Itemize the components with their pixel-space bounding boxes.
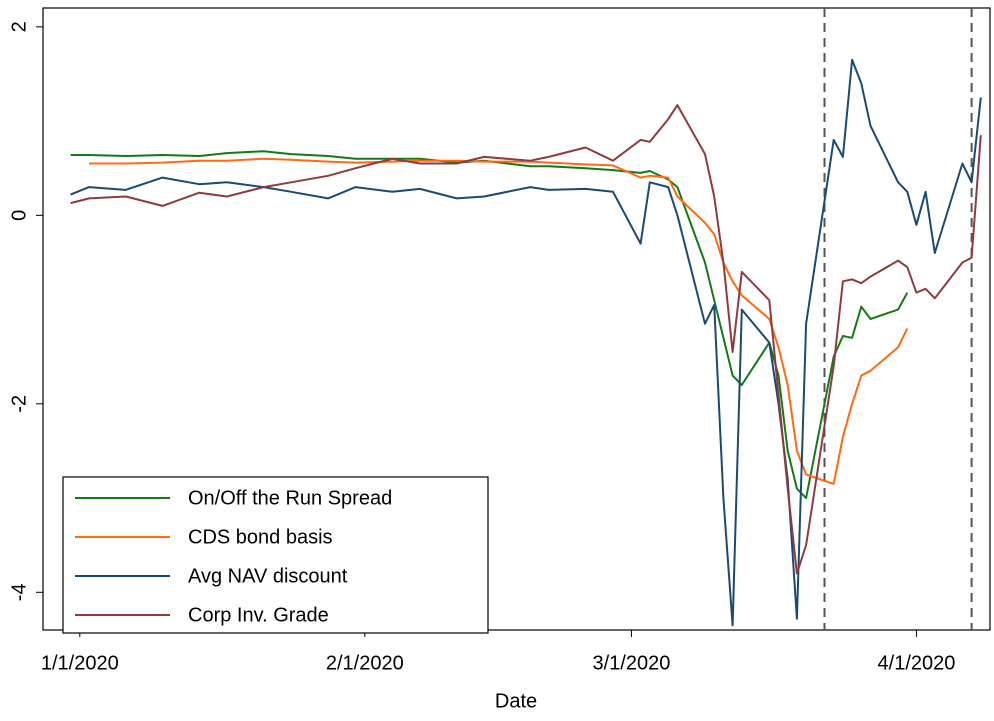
series-line xyxy=(70,104,982,575)
legend-label: On/Off the Run Spread xyxy=(188,487,392,509)
y-tick-label: -4 xyxy=(8,583,30,601)
y-tick-label: 0 xyxy=(8,210,30,221)
x-axis-label: Date xyxy=(495,690,537,712)
x-tick-label: 3/1/2020 xyxy=(592,652,670,674)
plot-frame xyxy=(42,7,991,631)
series-line xyxy=(70,58,982,627)
legend-label: Corp Inv. Grade xyxy=(188,604,329,626)
series-line xyxy=(89,157,909,485)
y-tick-label: 2 xyxy=(8,21,30,32)
legend: On/Off the Run Spread CDS bond basis Avg N… xyxy=(62,476,489,634)
x-tick-label: 4/1/2020 xyxy=(878,652,956,674)
series-line xyxy=(70,150,909,500)
legend-label: Avg NAV discount xyxy=(188,565,348,587)
x-tick-label: 2/1/2020 xyxy=(326,652,404,674)
legend-box xyxy=(62,476,489,634)
legend-label: CDS bond basis xyxy=(188,526,333,548)
x-tick-label: 1/1/2020 xyxy=(41,652,119,674)
y-tick-label: -2 xyxy=(8,395,30,413)
